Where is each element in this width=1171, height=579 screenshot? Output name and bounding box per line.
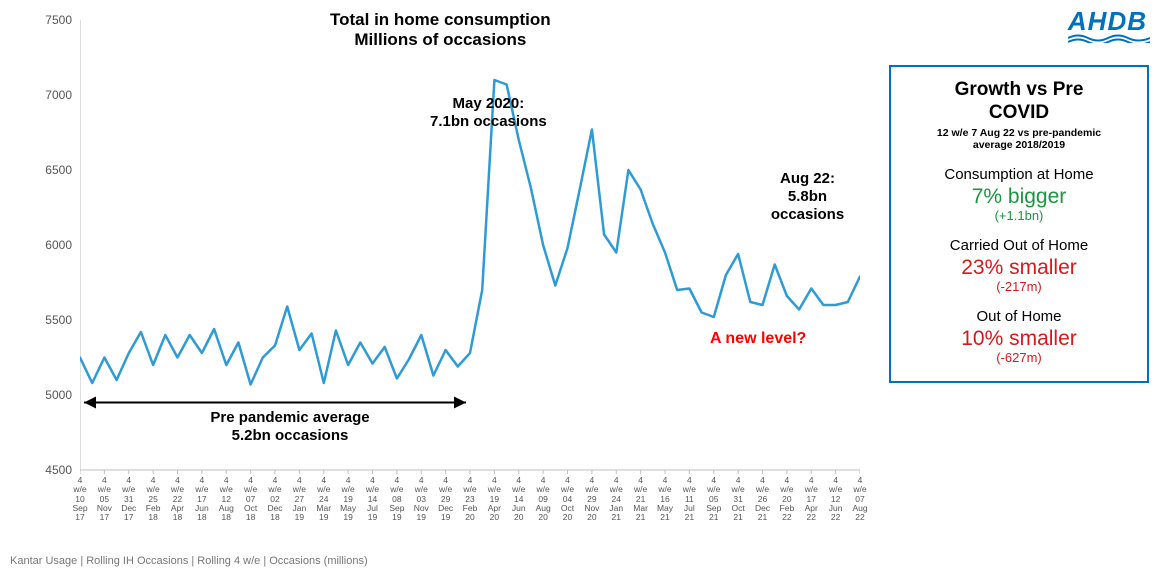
x-tick-label: 4 w/e 24 Mar 19 [316, 476, 331, 523]
footer-note: Kantar Usage | Rolling IH Occasions | Ro… [10, 555, 368, 567]
metric-value: 10% smaller [901, 327, 1137, 350]
y-tick-label: 7000 [45, 88, 72, 102]
metric-block: Out of Home 10% smaller (-627m) [901, 308, 1137, 365]
metric-label: Consumption at Home [901, 166, 1137, 183]
x-tick-label: 4 w/e 31 Oct 21 [732, 476, 745, 523]
annotation-aug22-line2: 5.8bn occasions [755, 188, 860, 224]
x-tick-label: 4 w/e 05 Sep 21 [706, 476, 721, 523]
pre-pandemic-line1: Pre pandemic average [190, 409, 390, 427]
annotation-new-level: A new level? [710, 330, 806, 348]
x-tick-label: 4 w/e 12 Jun 22 [829, 476, 843, 523]
x-tick-label: 4 w/e 04 Oct 20 [561, 476, 574, 523]
x-tick-label: 4 w/e 26 Dec 21 [755, 476, 770, 523]
x-tick-label: 4 w/e 25 Feb 18 [146, 476, 161, 523]
x-tick-label: 4 w/e 19 Apr 20 [488, 476, 501, 523]
metric-label: Carried Out of Home [901, 237, 1137, 254]
logo-waves-icon [1068, 33, 1150, 43]
x-tick-label: 4 w/e 16 May 21 [657, 476, 673, 523]
x-tick-label: 4 w/e 03 Nov 19 [414, 476, 429, 523]
y-tick-label: 6000 [45, 238, 72, 252]
metric-delta: (-217m) [901, 279, 1137, 294]
x-tick-label: 4 w/e 14 Jun 20 [512, 476, 526, 523]
x-tick-label: 4 w/e 11 Jul 21 [683, 476, 696, 523]
x-tick-label: 4 w/e 05 Nov 17 [97, 476, 112, 523]
x-tick-label: 4 w/e 17 Jun 18 [195, 476, 209, 523]
panel-subtitle-line2: average 2018/2019 [973, 139, 1065, 151]
x-tick-label: 4 w/e 29 Dec 19 [438, 476, 453, 523]
annotation-may2020-line2: 7.1bn occasions [430, 113, 547, 131]
metric-delta: (-627m) [901, 350, 1137, 365]
metric-value: 7% bigger [901, 185, 1137, 208]
x-tick-label: 4 w/e 12 Aug 18 [219, 476, 234, 523]
metric-block: Consumption at Home 7% bigger (+1.1bn) [901, 166, 1137, 223]
chart-area: May 2020: 7.1bn occasions Aug 22: 5.8bn … [40, 20, 860, 470]
x-tick-label: 4 w/e 24 Jan 21 [609, 476, 623, 523]
chart-plot: May 2020: 7.1bn occasions Aug 22: 5.8bn … [80, 20, 860, 470]
x-tick-label: 4 w/e 02 Dec 18 [267, 476, 282, 523]
panel-title: Growth vs Pre COVID [901, 79, 1137, 125]
panel-title-line1: Growth vs Pre [955, 79, 1084, 100]
panel-title-line2: COVID [989, 102, 1049, 123]
panel-subtitle: 12 w/e 7 Aug 22 vs pre-pandemic average … [901, 127, 1137, 152]
x-tick-label: 4 w/e 07 Oct 18 [244, 476, 257, 523]
x-tick-label: 4 w/e 14 Jul 19 [366, 476, 379, 523]
x-tick-label: 4 w/e 20 Feb 22 [780, 476, 795, 523]
annotation-aug22: Aug 22: 5.8bn occasions [755, 170, 860, 224]
y-tick-label: 4500 [45, 463, 72, 477]
x-tick-label: 4 w/e 23 Feb 20 [463, 476, 478, 523]
metric-delta: (+1.1bn) [901, 208, 1137, 223]
pre-pandemic-label: Pre pandemic average 5.2bn occasions [190, 409, 390, 445]
x-tick-label: 4 w/e 22 Apr 18 [171, 476, 184, 523]
x-tick-label: 4 w/e 08 Sep 19 [389, 476, 404, 523]
x-tick-label: 4 w/e 21 Mar 21 [633, 476, 648, 523]
metric-block: Carried Out of Home 23% smaller (-217m) [901, 237, 1137, 294]
annotation-may2020-line1: May 2020: [430, 95, 547, 113]
x-tick-label: 4 w/e 10 Sep 17 [72, 476, 87, 523]
metric-value: 23% smaller [901, 256, 1137, 279]
x-tick-label: 4 w/e 17 Apr 22 [805, 476, 818, 523]
ahdb-logo: AHDB [1068, 6, 1147, 37]
y-tick-label: 6500 [45, 163, 72, 177]
x-tick-label: 4 w/e 07 Aug 22 [852, 476, 867, 523]
panel-subtitle-line1: 12 w/e 7 Aug 22 vs pre-pandemic [937, 127, 1101, 139]
x-tick-label: 4 w/e 27 Jan 19 [293, 476, 307, 523]
metric-label: Out of Home [901, 308, 1137, 325]
x-tick-label: 4 w/e 29 Nov 20 [584, 476, 599, 523]
annotation-may2020: May 2020: 7.1bn occasions [430, 95, 547, 131]
annotation-aug22-line1: Aug 22: [755, 170, 860, 188]
x-tick-label: 4 w/e 09 Aug 20 [536, 476, 551, 523]
y-tick-label: 5000 [45, 388, 72, 402]
y-tick-label: 5500 [45, 313, 72, 327]
x-tick-label: 4 w/e 19 May 19 [340, 476, 356, 523]
growth-panel: Growth vs Pre COVID 12 w/e 7 Aug 22 vs p… [889, 65, 1149, 383]
logo-text: AHDB [1068, 6, 1147, 36]
pre-pandemic-line2: 5.2bn occasions [190, 427, 390, 445]
y-tick-label: 7500 [45, 13, 72, 27]
x-tick-label: 4 w/e 31 Dec 17 [121, 476, 136, 523]
